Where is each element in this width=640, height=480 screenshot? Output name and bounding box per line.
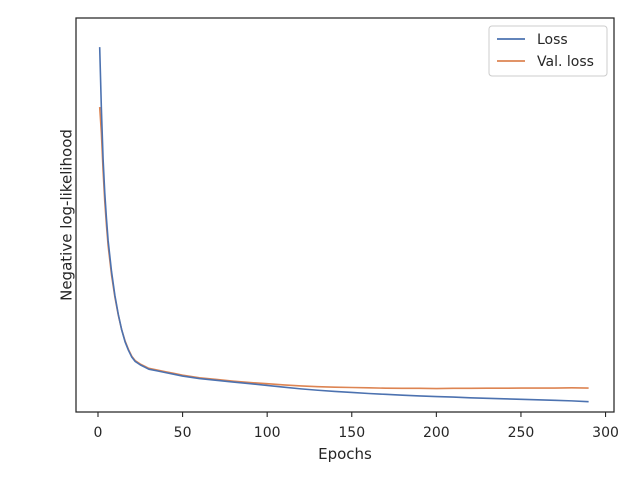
x-tick-label: 250 <box>508 425 535 441</box>
legend-label: Loss <box>537 32 568 48</box>
y-axis-label: Negative log-likelihood <box>58 129 76 301</box>
series-layer <box>98 47 589 403</box>
series-line-val-loss <box>98 107 589 390</box>
x-tick-label: 300 <box>592 425 619 441</box>
series-line-loss <box>98 47 589 403</box>
x-axis-label: Epochs <box>318 445 372 463</box>
x-tick-label: 150 <box>338 425 365 441</box>
plot-frame <box>75 17 615 413</box>
legend: Loss Val. loss <box>488 25 608 77</box>
x-tick-label: 0 <box>94 425 103 441</box>
x-ticks: 0 50 100 150 200 250 300 <box>94 412 619 441</box>
x-tick-label: 100 <box>254 425 281 441</box>
x-tick-label: 200 <box>423 425 450 441</box>
legend-label: Val. loss <box>537 54 594 70</box>
x-tick-label: 50 <box>174 425 192 441</box>
